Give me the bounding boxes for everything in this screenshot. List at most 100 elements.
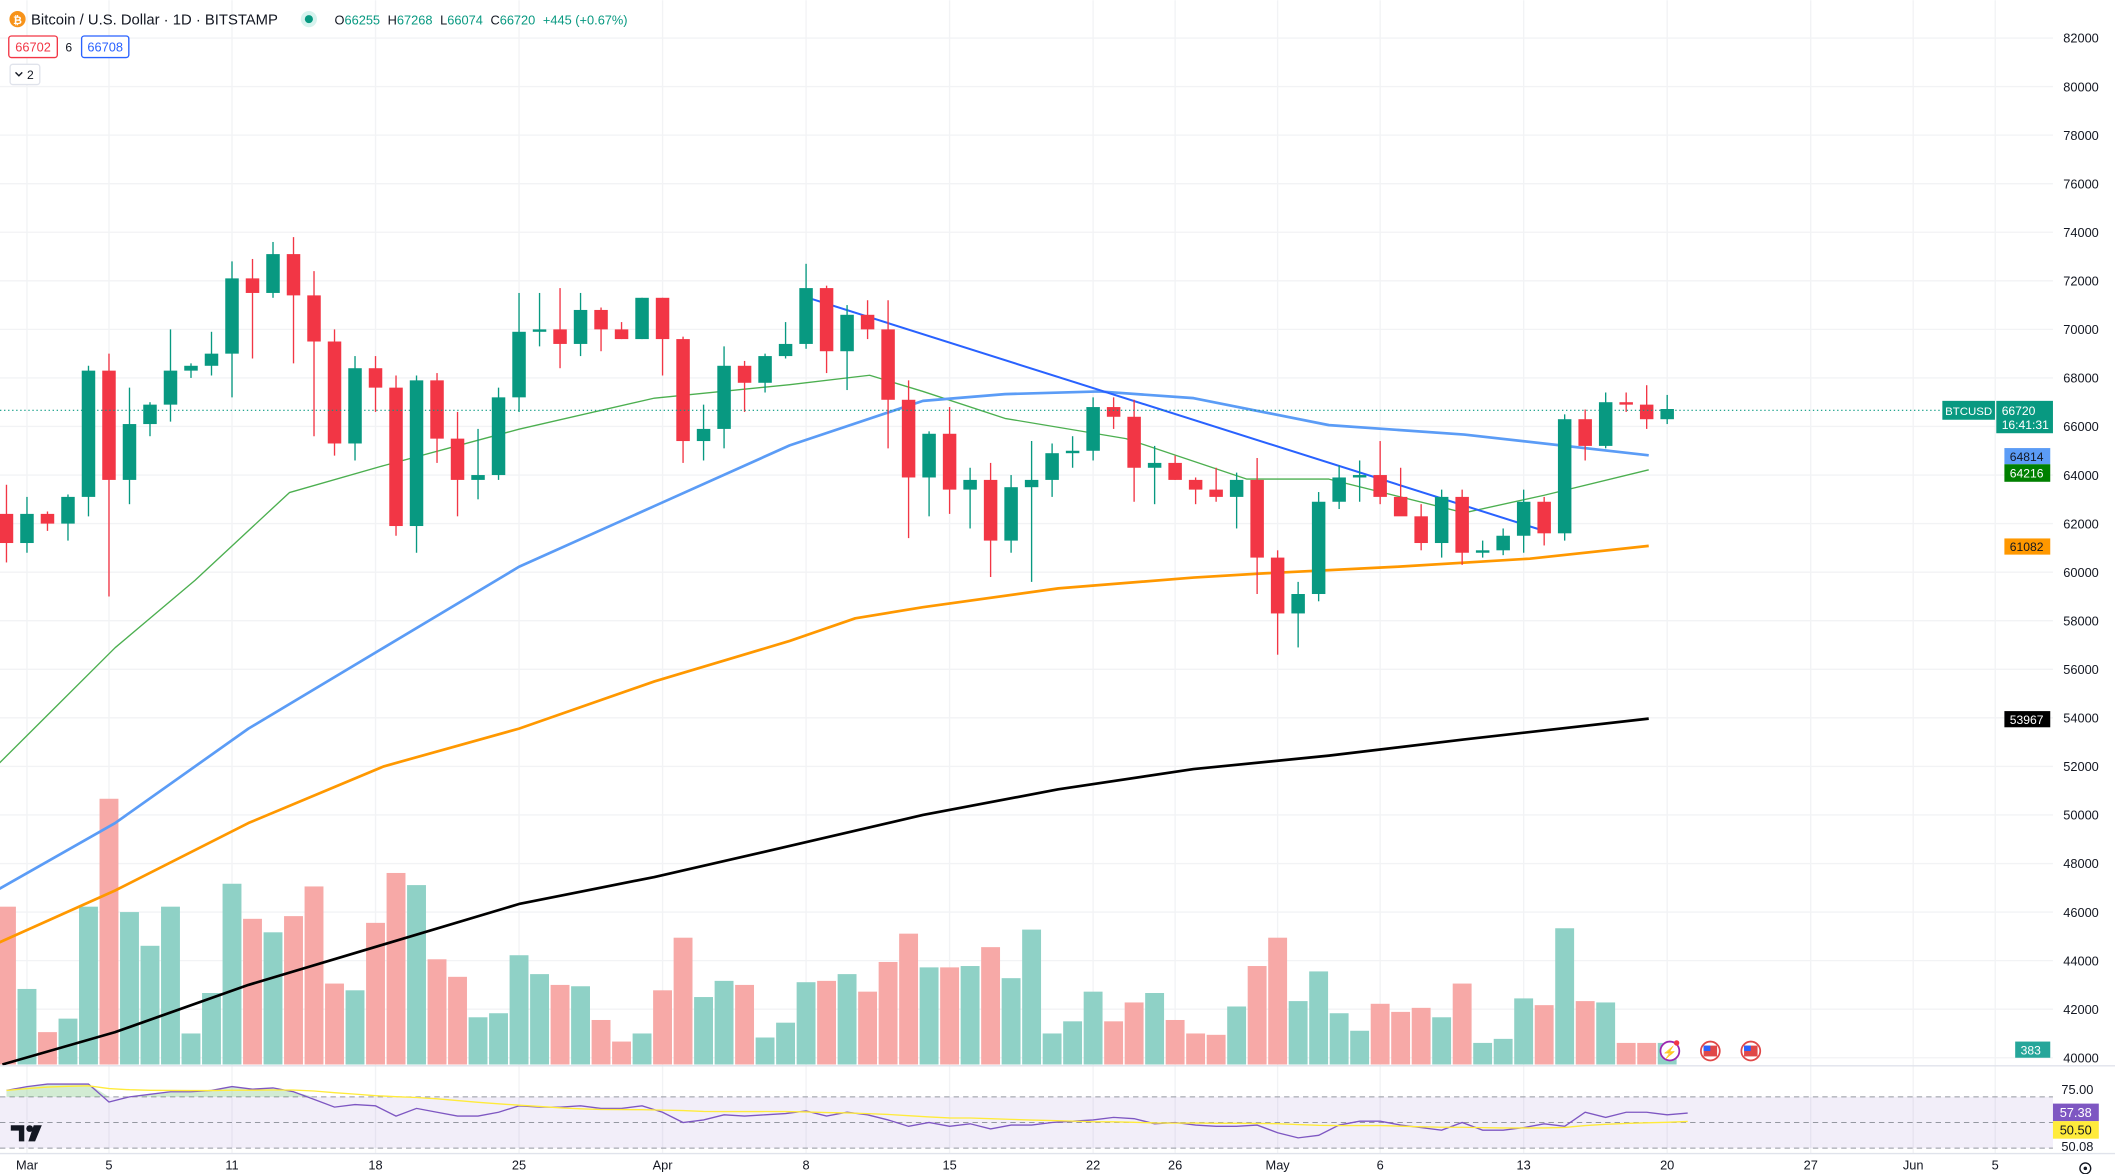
- candle-down: [614, 329, 629, 340]
- volume-bar: [960, 966, 980, 1065]
- buy-price[interactable]: 66708: [87, 40, 123, 55]
- volume-bar: [653, 990, 672, 1065]
- candle-down: [1373, 475, 1387, 497]
- candle-up: [963, 479, 977, 490]
- candle-up: [1291, 594, 1305, 614]
- moving-averages: [0, 296, 1649, 1066]
- price-tick-label: 62000: [2063, 516, 2099, 531]
- chart-events[interactable]: ⚡: [1659, 1040, 1762, 1062]
- candle-down: [1270, 557, 1285, 614]
- candle-down: [1127, 416, 1141, 468]
- volume-bar: [202, 993, 221, 1065]
- volume-bar: [304, 886, 324, 1065]
- candle-up: [1229, 479, 1244, 497]
- candle-up: [409, 380, 424, 527]
- volume-bar: [325, 983, 344, 1065]
- price-tick-label: 66000: [2063, 419, 2099, 434]
- last-price-badge: [1996, 400, 2053, 434]
- ma200-badge: [2004, 711, 2051, 728]
- volume-bar: [79, 906, 98, 1065]
- price-tick-label: 72000: [2063, 274, 2099, 289]
- volume-bar: [1329, 1013, 1349, 1065]
- candle-down: [430, 380, 444, 439]
- volume-bar: [1452, 983, 1472, 1065]
- time-tick-label: 22: [1086, 1158, 1100, 1173]
- volume-bar: [120, 912, 139, 1065]
- price-tick-label: 48000: [2063, 856, 2099, 871]
- volume-bar: [1350, 1030, 1370, 1065]
- trendline[interactable]: [807, 296, 1545, 532]
- candle-up: [1598, 402, 1613, 446]
- ma100-badge: [2004, 538, 2051, 555]
- settings-gear-icon[interactable]: [2079, 1162, 2092, 1174]
- legend-header: ₿ Bitcoin / U.S. Dollar · 1D · BITSTAMP …: [8, 11, 628, 86]
- candle-up: [1352, 475, 1367, 478]
- volume-bar: [386, 872, 406, 1065]
- price-tick-label: 42000: [2063, 1002, 2099, 1017]
- price-tick-label: 52000: [2063, 759, 2099, 774]
- lightning-event-icon[interactable]: [1659, 1040, 1681, 1062]
- volume-bar: [1104, 1021, 1124, 1065]
- candle-down: [368, 368, 383, 388]
- collapse-indicators-button[interactable]: [9, 63, 41, 86]
- candle-down: [40, 513, 55, 524]
- ma50-line: [0, 390, 1649, 891]
- volume-bar: [427, 959, 447, 1065]
- volume-bar: [817, 980, 837, 1065]
- candle-up: [184, 365, 198, 371]
- grid: [0, 0, 2053, 1154]
- candle-down: [1414, 516, 1428, 544]
- candle-up: [1496, 535, 1510, 551]
- volume-bar: [407, 885, 426, 1065]
- symbol-title[interactable]: Bitcoin / U.S. Dollar · 1D · BITSTAMP: [31, 13, 278, 29]
- volume-bar: [858, 991, 878, 1065]
- candle-up: [163, 370, 178, 405]
- volume-bar: [899, 933, 919, 1065]
- volume-bar: [1309, 971, 1329, 1065]
- ma200-label: 53967: [2010, 713, 2044, 727]
- volume-bar: [1227, 1006, 1247, 1065]
- candle-up: [758, 356, 772, 383]
- time-axis[interactable]: Mar 5 11 18 25 Apr 8 15 22 26 May 6 13 20 27 Jun 5: [16, 1158, 1999, 1173]
- lightning-glyph-icon: ⚡: [1662, 1045, 1677, 1060]
- candle-up: [471, 475, 485, 480]
- volume-bar: [1575, 1001, 1595, 1065]
- time-tick-label: 5: [1992, 1158, 1999, 1173]
- symbol-label: BTCUSD: [1945, 406, 1992, 418]
- volume-bar: [1288, 1001, 1308, 1065]
- tradingview-logo-icon[interactable]: [10, 1125, 42, 1142]
- price-tick-label: 50000: [2063, 808, 2099, 823]
- candle-down: [942, 433, 957, 490]
- candle-down: [1455, 496, 1469, 553]
- candle-up: [778, 343, 793, 357]
- price-tick-label: 78000: [2063, 128, 2099, 143]
- chevron-down-icon: [15, 71, 23, 77]
- time-tick-label: 20: [1660, 1158, 1674, 1173]
- time-tick-label: 8: [803, 1158, 810, 1173]
- candle-down: [327, 341, 342, 444]
- time-tick-label: 15: [942, 1158, 956, 1173]
- volume-bar: [1370, 1003, 1390, 1065]
- sell-button[interactable]: [8, 35, 59, 59]
- volume-bar: [673, 937, 693, 1065]
- price-tick-label: 46000: [2063, 905, 2099, 920]
- ma20-line: [0, 374, 1649, 764]
- volume-bar: [58, 1018, 78, 1065]
- volume-bar: [878, 961, 898, 1065]
- time-tick-label: Jun: [1903, 1158, 1924, 1173]
- volume-bar: [17, 988, 37, 1065]
- candles: [0, 237, 1674, 655]
- time-tick-label: 5: [105, 1158, 112, 1173]
- buy-button[interactable]: [80, 35, 130, 59]
- volume-bar: [530, 974, 549, 1065]
- candle-down: [676, 339, 690, 442]
- volume-bar: [735, 984, 755, 1065]
- candle-up: [717, 365, 731, 429]
- volume-bar: [1186, 1033, 1206, 1065]
- price-tick-label: 58000: [2063, 613, 2099, 628]
- price-axis[interactable]: 82000 80000 78000 76000 74000 72000 70000 68000…: [2063, 31, 2099, 1066]
- sell-price[interactable]: 66702: [15, 40, 51, 55]
- spread-value: 6: [65, 41, 72, 55]
- candle-up: [204, 353, 219, 366]
